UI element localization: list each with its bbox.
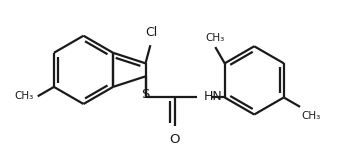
- Text: CH₃: CH₃: [206, 33, 225, 43]
- Text: CH₃: CH₃: [301, 111, 320, 121]
- Text: CH₃: CH₃: [14, 91, 33, 101]
- Text: Cl: Cl: [145, 26, 157, 39]
- Text: S: S: [141, 88, 150, 101]
- Text: HN: HN: [204, 90, 222, 103]
- Text: O: O: [169, 133, 180, 146]
